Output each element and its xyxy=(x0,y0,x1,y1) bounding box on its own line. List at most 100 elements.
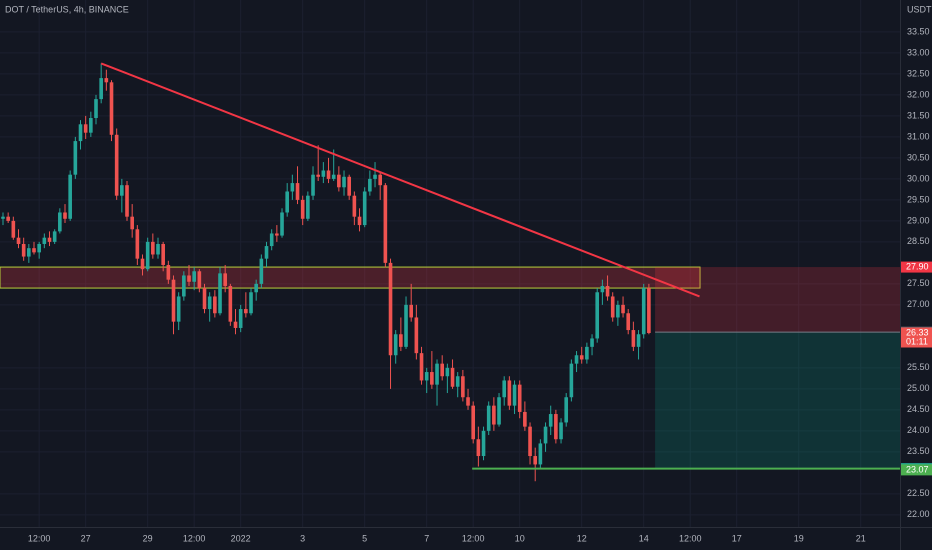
candle-body xyxy=(161,243,165,265)
target-zone xyxy=(655,332,900,469)
candle-body xyxy=(486,405,491,431)
candle-body xyxy=(311,174,315,196)
candle-body xyxy=(362,191,367,226)
candle-body xyxy=(528,426,532,457)
candle-body xyxy=(368,178,372,192)
candle-body xyxy=(1,216,5,219)
candle-body xyxy=(182,275,186,297)
candle-body xyxy=(125,185,129,217)
candle-body xyxy=(130,216,134,230)
candle-body xyxy=(554,414,558,440)
candle-body xyxy=(249,292,253,314)
candle-body xyxy=(455,376,460,387)
y-tick-label: 29.50 xyxy=(907,194,930,204)
candle-body xyxy=(399,334,403,347)
candle-body xyxy=(306,195,310,219)
candle-body xyxy=(187,275,191,282)
price-label-bg xyxy=(901,327,932,348)
candle-body xyxy=(631,330,636,347)
candle-body xyxy=(166,264,171,280)
candle-body xyxy=(78,124,83,142)
candle-body xyxy=(331,174,336,179)
candle-body xyxy=(409,304,414,318)
candle-body xyxy=(326,170,331,179)
candle-body xyxy=(104,78,109,83)
x-tick-label: 12 xyxy=(577,533,587,543)
candle-body xyxy=(523,411,527,427)
price-label-bg xyxy=(901,261,932,273)
candle-body xyxy=(223,273,227,286)
candle-body xyxy=(517,384,522,412)
resistance-zone xyxy=(0,266,701,289)
candle-body xyxy=(32,248,36,253)
candle-body xyxy=(151,241,155,255)
grid xyxy=(0,0,900,527)
candle-body xyxy=(388,262,393,356)
candle-body xyxy=(579,355,584,360)
candle-body xyxy=(99,78,103,100)
candle-body xyxy=(404,304,408,347)
candle-body xyxy=(42,237,47,244)
candle-body xyxy=(269,233,274,247)
candle-body xyxy=(419,353,424,381)
candle-body xyxy=(337,174,341,188)
y-tick-label: 27.50 xyxy=(907,278,930,288)
candle-body xyxy=(543,426,548,444)
x-tick-label: 19 xyxy=(794,533,804,543)
candle-body xyxy=(559,422,563,440)
candle-body xyxy=(192,271,196,282)
candle-body xyxy=(502,380,507,398)
candle-body xyxy=(52,231,57,242)
candle-body xyxy=(636,334,641,347)
candles xyxy=(1,63,651,482)
candle-body xyxy=(285,191,289,213)
chart-title: DOT / TetherUS, 4h, BINANCE xyxy=(5,4,129,14)
candle-body xyxy=(481,430,486,457)
candle-body xyxy=(538,443,543,465)
candle-body xyxy=(373,174,377,179)
candle-body xyxy=(300,199,305,219)
y-tick-label: 25.50 xyxy=(907,362,930,372)
candle-body xyxy=(238,309,243,328)
candle-body xyxy=(641,288,646,335)
x-tick-label: 10 xyxy=(515,533,525,543)
x-tick-label: 12:00 xyxy=(183,533,206,543)
axis-unit: USDT xyxy=(907,4,932,14)
candle-body xyxy=(321,170,326,177)
candle-body xyxy=(295,183,300,200)
x-tick-label: 2022 xyxy=(231,533,251,543)
x-tick-label: 14 xyxy=(639,533,649,543)
axes: 33.50 33.00 32.50 32.00 31.50 31.00 30.50 30.00… xyxy=(28,26,932,543)
candle-body xyxy=(378,174,383,186)
candle-body xyxy=(290,183,295,192)
candle-body xyxy=(414,317,419,354)
candle-body xyxy=(202,288,207,310)
candle-body xyxy=(621,304,625,314)
candle-body xyxy=(600,285,605,293)
candle-body xyxy=(259,258,264,284)
candle-body xyxy=(445,367,450,377)
candle-body xyxy=(275,233,279,236)
candle-body xyxy=(264,246,269,259)
x-tick-label: 5 xyxy=(362,533,367,543)
candle-body xyxy=(120,185,124,196)
candle-body xyxy=(73,141,78,175)
price-label: 23.07 xyxy=(906,464,929,474)
price-countdown: 01:11 xyxy=(906,336,928,346)
candle-body xyxy=(440,363,445,377)
candle-body xyxy=(507,380,512,406)
candle-body xyxy=(233,321,238,328)
candle-body xyxy=(68,174,72,219)
candle-body xyxy=(228,285,233,322)
x-tick-label: 12:00 xyxy=(462,533,485,543)
candle-body xyxy=(156,243,160,255)
candle-body xyxy=(569,363,574,398)
candle-body xyxy=(424,372,429,381)
price-label-bg xyxy=(901,464,932,476)
y-tick-label: 32.00 xyxy=(907,89,930,99)
y-tick-label: 24.50 xyxy=(907,404,930,414)
candle-body xyxy=(548,414,553,427)
y-tick-label: 23.50 xyxy=(907,446,930,456)
